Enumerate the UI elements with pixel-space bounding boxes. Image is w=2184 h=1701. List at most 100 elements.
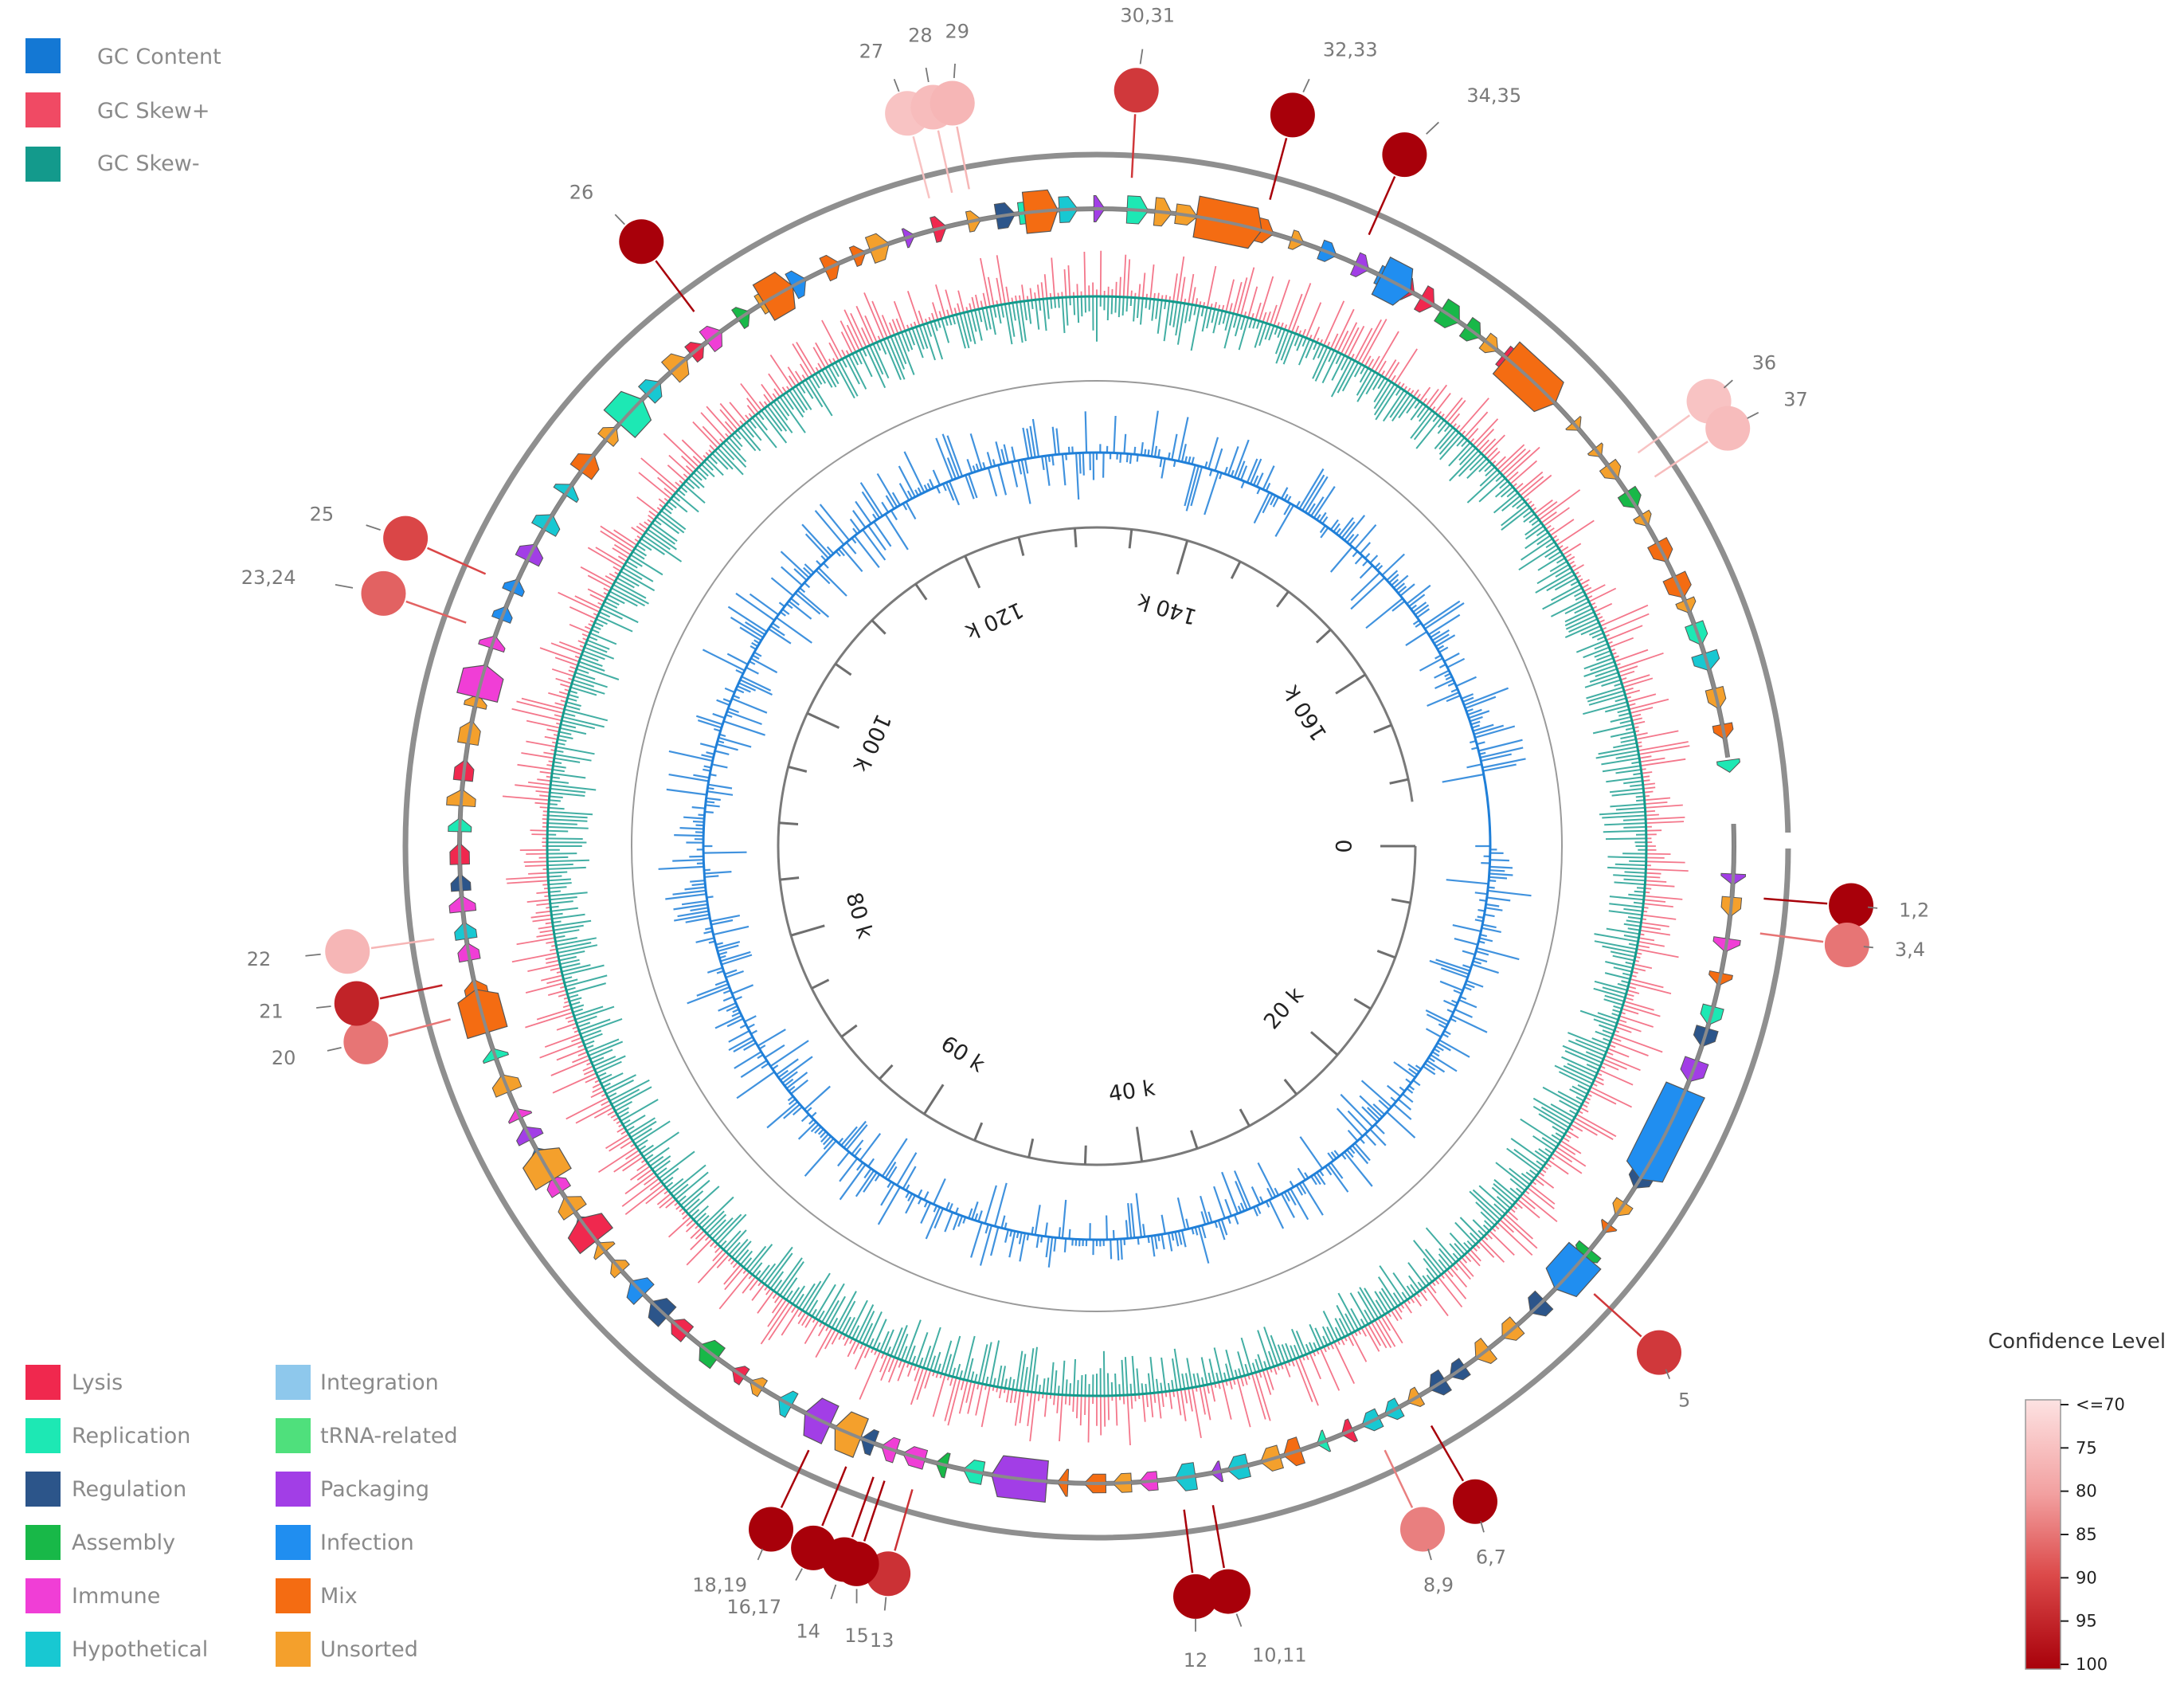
marker-label: 5 <box>1678 1389 1690 1412</box>
confidence-marker[interactable] <box>1453 1479 1497 1524</box>
axis-tick <box>923 1084 945 1115</box>
marker-label: 3,4 <box>1895 939 1925 961</box>
marker-leader <box>1867 906 1878 909</box>
marker-leader <box>316 1005 331 1009</box>
confidence-marker[interactable] <box>1205 1569 1251 1614</box>
gc-content-signal <box>658 410 1532 1268</box>
legend-label-hypothetical: Hypothetical <box>72 1637 208 1662</box>
marker-leader <box>830 1584 837 1600</box>
marker-stem <box>1384 1449 1414 1508</box>
marker-label: 12 <box>1184 1649 1208 1672</box>
marker-label: 37 <box>1783 389 1808 411</box>
axis-tick <box>1389 778 1409 785</box>
legend-label-mix: Mix <box>320 1584 358 1609</box>
marker-stem <box>956 126 970 190</box>
marker-leader <box>366 524 381 531</box>
legend-swatch-packaging <box>276 1472 311 1507</box>
confidence-marker[interactable] <box>1114 68 1159 113</box>
gc-content-track <box>658 410 1532 1268</box>
confidence-marker[interactable] <box>930 80 975 126</box>
confidence-marker[interactable] <box>343 1019 389 1064</box>
colorbar-tick-label: 75 <box>2076 1438 2097 1457</box>
marker-stem <box>655 260 695 312</box>
axis-tick <box>1239 1108 1251 1127</box>
axis-tick <box>788 765 808 773</box>
marker-leader <box>953 63 956 79</box>
axis-tick <box>790 924 825 937</box>
marker-label: 23,24 <box>241 566 296 589</box>
confidence-marker[interactable] <box>1636 1330 1681 1375</box>
legend-label-replication: Replication <box>72 1424 190 1448</box>
marker-stem <box>937 130 953 194</box>
marker-leader <box>757 1548 764 1561</box>
marker-leader <box>335 583 354 589</box>
axis-tick <box>780 876 800 881</box>
marker-leader <box>893 79 900 92</box>
marker-leader <box>1723 379 1733 389</box>
marker-label: 15 <box>844 1625 869 1647</box>
confidence-marker[interactable] <box>1270 92 1315 138</box>
confidence-marker[interactable] <box>1705 406 1751 451</box>
marker-stem <box>863 1480 886 1542</box>
confidence-marker[interactable] <box>1399 1507 1445 1552</box>
colorbar-tick-label: 100 <box>2076 1655 2108 1674</box>
confidence-marker[interactable] <box>361 570 406 616</box>
axis-tick <box>840 1024 858 1038</box>
confidence-marker[interactable] <box>1172 1574 1218 1619</box>
legend-label-infection: Infection <box>320 1531 414 1555</box>
marker-label: 28 <box>908 25 933 47</box>
confidence-marker[interactable] <box>1382 132 1427 178</box>
confidence-marker[interactable] <box>791 1525 836 1570</box>
legend-swatch-replication <box>25 1418 61 1453</box>
confidence-marker[interactable] <box>325 929 370 974</box>
legend-swatch-infection <box>276 1525 311 1560</box>
axis-tick <box>964 555 981 589</box>
colorbar-tick-label: <=70 <box>2076 1395 2125 1414</box>
confidence-marker[interactable] <box>749 1507 794 1552</box>
marker-stem <box>1130 114 1137 178</box>
axis-arc <box>777 526 1417 1166</box>
axis-tick <box>806 711 840 729</box>
gene-track <box>446 189 1747 1503</box>
axis-tick <box>1275 590 1290 608</box>
confidence-marker[interactable] <box>834 1541 879 1586</box>
confidence-marker[interactable] <box>1824 922 1869 967</box>
legend-swatch-unsorted <box>276 1632 311 1667</box>
marker-stem <box>1763 897 1828 905</box>
marker-stem <box>780 1449 810 1508</box>
gc-skew-positive <box>502 250 1690 1446</box>
axis-tick <box>973 1122 984 1141</box>
legend-label-regulation: Regulation <box>72 1477 186 1502</box>
axis-tick <box>1017 536 1025 556</box>
legend-label-immune: Immune <box>72 1584 160 1609</box>
marker-label: 26 <box>569 181 594 203</box>
marker-leader <box>1665 1369 1671 1380</box>
colorbar-tick-label: 85 <box>2076 1525 2097 1544</box>
confidence-marker[interactable] <box>383 515 429 561</box>
marker-stem <box>1269 138 1288 200</box>
confidence-marker[interactable] <box>619 219 664 265</box>
marker-label: 32,33 <box>1323 38 1378 61</box>
legend-label-gc-skew-minus: GC Skew- <box>97 151 200 176</box>
marker-stem <box>1430 1425 1465 1482</box>
legend-label-lysis: Lysis <box>72 1370 123 1395</box>
marker-leader <box>614 214 625 225</box>
gc-skew-track <box>502 250 1690 1446</box>
marker-label: 29 <box>945 20 969 42</box>
marker-label: 34,35 <box>1466 84 1521 107</box>
axis-tick <box>878 1064 894 1080</box>
axis-tick <box>1335 673 1366 695</box>
legend-swatch-gc-skew-plus <box>25 92 61 127</box>
marker-label: 10,11 <box>1252 1644 1307 1667</box>
axis-tick <box>1135 1127 1144 1162</box>
confidence-marker[interactable] <box>1829 883 1874 928</box>
confidence-marker[interactable] <box>334 981 379 1026</box>
marker-label: 13 <box>870 1629 894 1652</box>
top-legend: GC Content GC Skew+ GC Skew- <box>25 38 221 182</box>
gene <box>1716 758 1740 773</box>
legend-label-unsorted: Unsorted <box>320 1637 418 1662</box>
confidence-colorbar: Confidence Level <=70 75 80 85 90 95 100 <box>1988 1330 2166 1674</box>
